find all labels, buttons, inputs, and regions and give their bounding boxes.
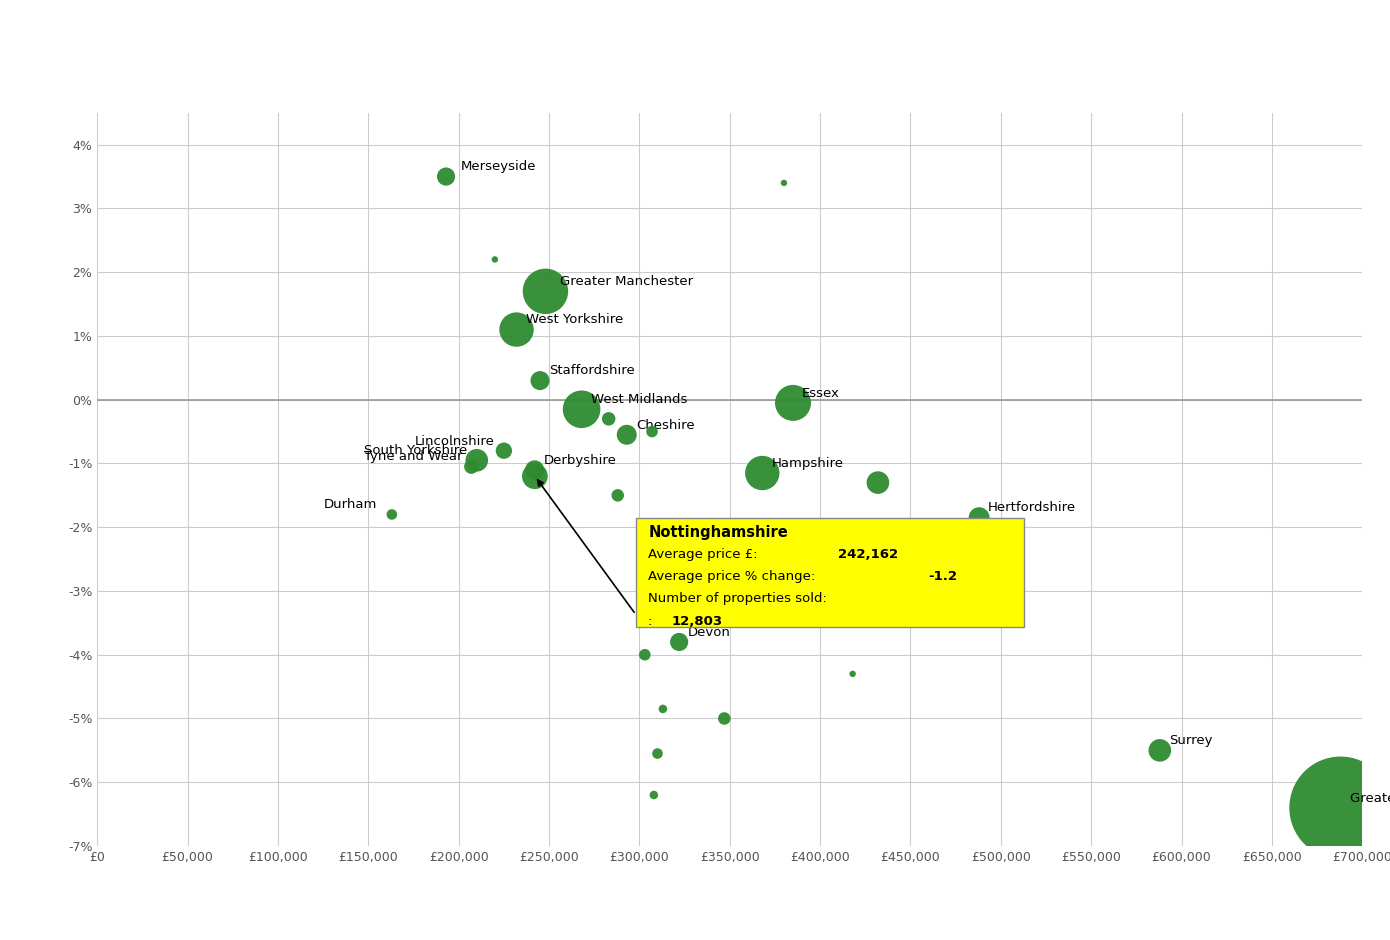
Point <box>731 577 753 592</box>
Text: Derbyshire: Derbyshire <box>543 454 617 466</box>
Text: West Midlands: West Midlands <box>591 393 687 406</box>
Text: West Yorkshire: West Yorkshire <box>525 313 623 326</box>
Point <box>570 401 592 416</box>
Point <box>466 453 488 468</box>
Text: Number of properties sold:: Number of properties sold: <box>649 592 827 605</box>
Point <box>460 459 482 474</box>
Text: Average price £:: Average price £: <box>649 548 766 560</box>
Point <box>783 396 805 411</box>
Point <box>841 666 863 681</box>
Point <box>1329 800 1351 815</box>
Point <box>1148 743 1170 758</box>
Point <box>642 788 664 803</box>
Point <box>524 462 546 478</box>
Point <box>634 648 656 663</box>
Text: Kent: Kent <box>753 530 783 543</box>
Text: Devon: Devon <box>688 626 731 639</box>
Point <box>598 412 620 427</box>
Point <box>606 488 628 503</box>
Text: Nottinghamshire: Nottinghamshire <box>649 525 788 540</box>
Text: Greater Manchester: Greater Manchester <box>560 275 694 289</box>
Point <box>713 711 735 726</box>
Point <box>913 584 935 599</box>
Text: Staffordshire: Staffordshire <box>549 365 635 377</box>
Point <box>506 322 528 337</box>
Point <box>899 552 922 567</box>
Text: -1.2: -1.2 <box>929 570 958 583</box>
Point <box>669 634 691 650</box>
Text: Durham: Durham <box>324 498 378 511</box>
Text: Hertfordshire: Hertfordshire <box>988 501 1076 514</box>
Point <box>867 475 890 490</box>
Text: 242,162: 242,162 <box>838 548 898 560</box>
Text: South Yorkshire: South Yorkshire <box>364 444 468 457</box>
Point <box>917 536 940 551</box>
Point <box>616 428 638 443</box>
Text: :: : <box>649 615 657 628</box>
Text: Average price % change:: Average price % change: <box>649 570 824 583</box>
Point <box>530 373 552 388</box>
Point <box>967 510 990 525</box>
Point <box>652 701 674 716</box>
Text: Tyne and Wear: Tyne and Wear <box>364 450 463 463</box>
Point <box>493 443 516 458</box>
Text: Cheshire: Cheshire <box>635 418 695 431</box>
Text: Somerset: Somerset <box>752 569 815 582</box>
Point <box>381 507 403 522</box>
Point <box>524 469 546 484</box>
Text: 12,803: 12,803 <box>671 615 723 628</box>
Text: Merseyside: Merseyside <box>460 161 537 173</box>
Point <box>646 746 669 761</box>
Text: Hampshire: Hampshire <box>771 457 844 470</box>
FancyBboxPatch shape <box>635 518 1024 627</box>
Text: Lincolnshire: Lincolnshire <box>416 434 495 447</box>
Text: Surrey: Surrey <box>1169 734 1212 747</box>
Point <box>534 284 556 299</box>
Text: Essex: Essex <box>802 386 840 400</box>
Point <box>773 176 795 191</box>
Point <box>641 424 663 439</box>
Text: Greater London: Greater London <box>1350 791 1390 805</box>
Point <box>435 169 457 184</box>
Point <box>733 539 755 554</box>
Point <box>967 532 990 547</box>
Point <box>751 465 773 480</box>
Point <box>484 252 506 267</box>
